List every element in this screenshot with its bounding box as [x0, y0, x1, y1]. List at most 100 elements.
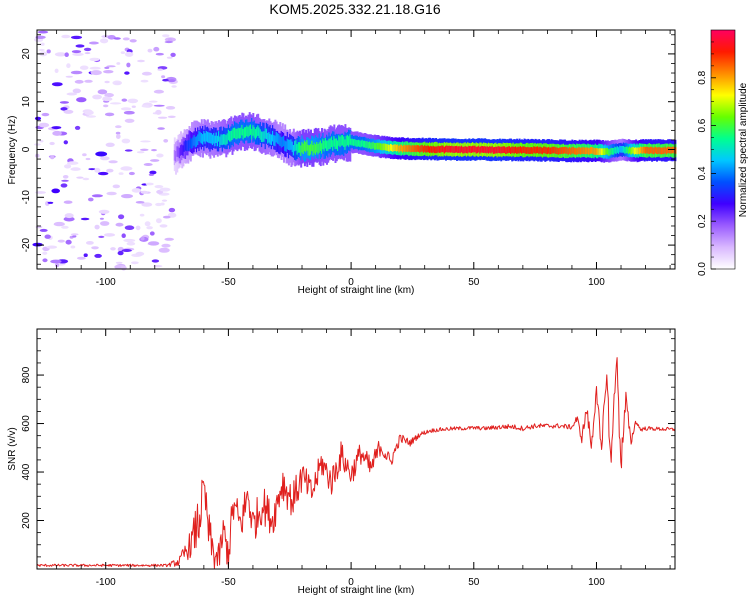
spectrogram-ridge-cell	[445, 145, 447, 153]
spectrogram-ridge-cell	[503, 146, 506, 153]
spectrogram-ridge-cell	[354, 139, 357, 146]
spectrogram-ridge-cell	[525, 147, 528, 154]
spectrogram-ridge-cell	[636, 147, 639, 155]
spectrogram-ridge-cell	[400, 144, 403, 152]
spectrogram-noise-blob	[49, 141, 55, 146]
spectrogram-ridge-cell	[340, 135, 343, 146]
spectrogram-ridge-cell	[256, 127, 258, 138]
spectrogram-noise-blob	[51, 82, 63, 87]
spectrogram-ridge-cell	[491, 145, 494, 153]
spectrogram-noise-blob	[106, 65, 116, 68]
spectrogram-ridge-cell	[521, 147, 523, 154]
spectrogram-ridge-cell	[496, 146, 499, 154]
spectrogram-noise-blob	[115, 125, 122, 129]
spectrogram-noise-blob	[85, 157, 91, 161]
spectrogram-ridge-cell	[505, 147, 508, 154]
spectrogram-noise-blob	[98, 171, 109, 176]
spectrogram-ytick-label: 0	[21, 146, 32, 152]
spectrogram-ridge-cell	[366, 141, 369, 148]
spectrogram-ridge-cell	[541, 147, 544, 155]
spectrogram-ridge-cell	[549, 147, 552, 155]
spectrogram-ridge-cell	[469, 146, 472, 153]
spectrogram-ridge-cell	[267, 133, 270, 144]
spectrogram-ridge-cell	[649, 146, 652, 154]
spectrogram-noise-blob	[140, 140, 151, 143]
snr-ytick-label: 400	[21, 463, 32, 480]
spectrogram-ridge-cell	[433, 146, 436, 154]
spectrogram-ridge-cell	[571, 147, 574, 154]
spectrogram-ridge-cell	[653, 147, 656, 155]
spectrogram-noise-blob	[148, 100, 158, 103]
spectrogram-ridge-cell	[467, 146, 470, 154]
spectrogram-noise-blob	[162, 215, 171, 219]
spectrogram-ridge-cell	[427, 145, 430, 153]
spectrogram-noise-blob	[104, 93, 114, 98]
spectrogram-ridge-cell	[492, 147, 495, 154]
spectrogram-ridge-cell	[183, 141, 186, 152]
spectrogram-noise-blob	[147, 241, 160, 246]
spectrogram-ylabel: Frequency (Hz)	[7, 116, 18, 185]
spectrogram-ridge-cell	[640, 146, 642, 154]
spectrogram-ridge-cell	[415, 145, 418, 153]
spectrogram-ridge-cell	[557, 148, 560, 155]
spectrogram-noise-blob	[116, 62, 121, 65]
spectrogram-noise-blob	[135, 251, 145, 256]
spectrogram-ridge-cell	[393, 144, 396, 152]
spectrogram-noise-blob	[100, 38, 109, 44]
spectrogram-ridge-cell	[273, 135, 276, 146]
spectrogram-ridge-cell	[237, 127, 240, 139]
spectrogram-noise-blob	[95, 151, 108, 157]
spectrogram-ridge-cell	[437, 145, 440, 153]
spectrogram-ridge-cell	[241, 124, 244, 136]
spectrogram-ridge-cell	[517, 146, 520, 154]
spectrogram-ridge-cell	[253, 127, 256, 138]
spectrogram-ridge-cell	[287, 139, 290, 150]
spectrogram-ridge-cell	[386, 144, 389, 151]
snr-ytick-label: 200	[21, 512, 32, 529]
spectrogram-noise-blob	[149, 170, 157, 175]
spectrogram-ridge-cell	[551, 146, 554, 154]
spectrogram-ridge-cell	[229, 131, 231, 142]
spectrogram-noise-blob	[64, 164, 72, 169]
spectrogram-ridge-cell	[193, 135, 196, 146]
spectrogram-noise-blob	[115, 131, 121, 135]
spectrogram-ridge-cell	[338, 135, 341, 146]
spectrogram-ridge-cell	[510, 147, 512, 154]
figure-title: KOM5.2025.332.21.18.G16	[269, 1, 440, 17]
spectrogram-noise-blob	[160, 202, 165, 206]
spectrogram-ridge-cell	[489, 146, 492, 153]
spectrogram-xlabel: Height of straight line (km)	[298, 285, 415, 296]
spectrogram-noise-blob	[165, 106, 176, 110]
spectrogram-noise-blob	[83, 253, 88, 257]
spectrogram-noise-blob	[51, 188, 60, 194]
spectrogram-ridge-cell	[262, 131, 265, 143]
spectrogram-ridge-cell	[532, 147, 535, 155]
spectrogram-ridge-cell	[177, 146, 180, 157]
spectrogram-ridge-cell	[313, 142, 316, 154]
spectrogram-noise-blob	[100, 156, 110, 161]
spectrogram-ridge-cell	[656, 147, 658, 155]
snr-ytick-label: 800	[21, 366, 32, 383]
spectrogram-xtick-label: -100	[96, 277, 116, 288]
spectrogram-ridge-cell	[424, 145, 427, 152]
spectrogram-ridge-cell	[286, 138, 289, 150]
spectrogram-noise-blob	[64, 52, 69, 57]
spectrogram-ridge-cell	[206, 131, 209, 143]
spectrogram-noise-blob	[70, 233, 79, 236]
spectrogram-ridge-cell	[381, 143, 384, 151]
snr-xtick-label: -50	[221, 577, 236, 588]
spectrogram-noise-blob	[70, 245, 76, 249]
spectrogram-ridge-cell	[335, 138, 338, 149]
spectrogram-noise-blob	[131, 188, 142, 193]
spectrogram-ridge-cell	[651, 146, 654, 154]
spectrogram-ridge-cell	[592, 147, 595, 154]
spectrogram-ridge-cell	[665, 147, 668, 155]
spectrogram-ridge-cell	[205, 131, 208, 142]
spectrogram-ridge-cell	[524, 146, 527, 154]
spectrogram-ridge-cell	[318, 142, 321, 153]
spectrogram-noise-blob	[84, 79, 93, 83]
spectrogram-xtick-label: 0	[348, 277, 354, 288]
spectrogram-ridge-cell	[352, 139, 355, 146]
spectrogram-ridge-cell	[448, 145, 451, 153]
